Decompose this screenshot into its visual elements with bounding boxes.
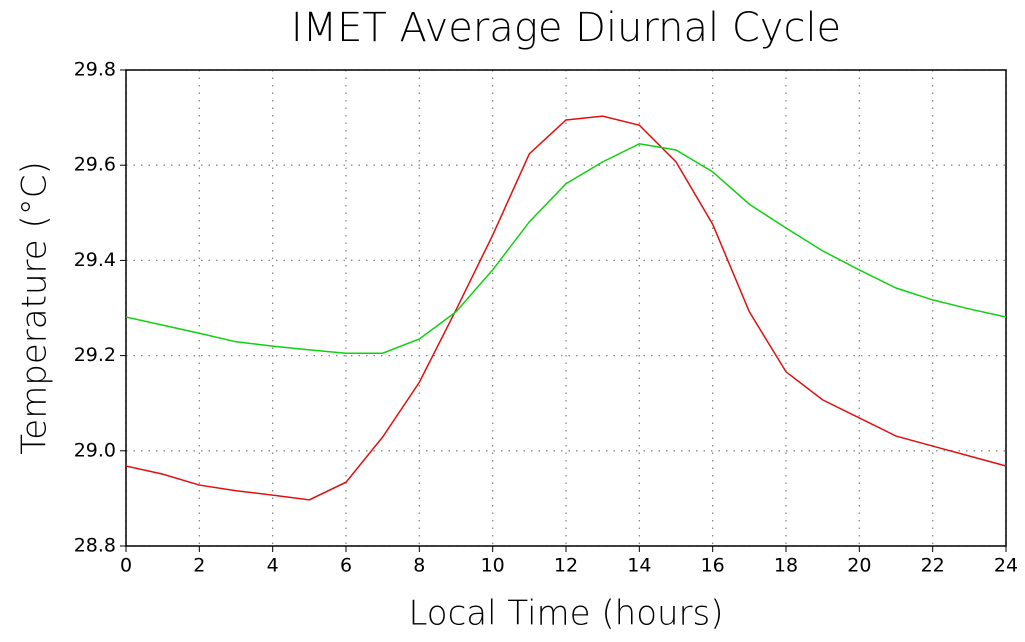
y-axis-label: Temperature (°C) — [15, 161, 55, 454]
y-tick-label: 29.0 — [74, 439, 116, 461]
x-tick-label: 22 — [921, 555, 945, 577]
x-tick-label: 4 — [267, 555, 279, 577]
y-tick-label: 28.8 — [74, 535, 116, 557]
x-axis-label: Local Time (hours) — [408, 594, 723, 634]
x-tick-label: 20 — [847, 555, 871, 577]
y-tick-label: 29.6 — [74, 154, 116, 176]
plot-frame — [125, 69, 1007, 547]
x-tick-label: 8 — [413, 555, 425, 577]
series-line — [125, 115, 1007, 501]
series-line — [125, 143, 1007, 354]
x-tick-label: 2 — [193, 555, 205, 577]
x-tick-label: 16 — [701, 555, 725, 577]
y-tick-label: 29.8 — [74, 59, 116, 81]
y-tick-label: 29.4 — [74, 249, 116, 271]
x-tick-label: 10 — [481, 555, 505, 577]
x-tick-label: 14 — [627, 555, 651, 577]
x-tick-label: 0 — [120, 555, 132, 577]
x-tick-label: 24 — [994, 555, 1018, 577]
x-tick-label: 6 — [340, 555, 352, 577]
x-tick-label: 12 — [554, 555, 578, 577]
x-tick-label: 18 — [774, 555, 798, 577]
chart-title: IMET Average Diurnal Cycle — [291, 5, 841, 51]
y-tick-label: 29.2 — [74, 344, 116, 366]
